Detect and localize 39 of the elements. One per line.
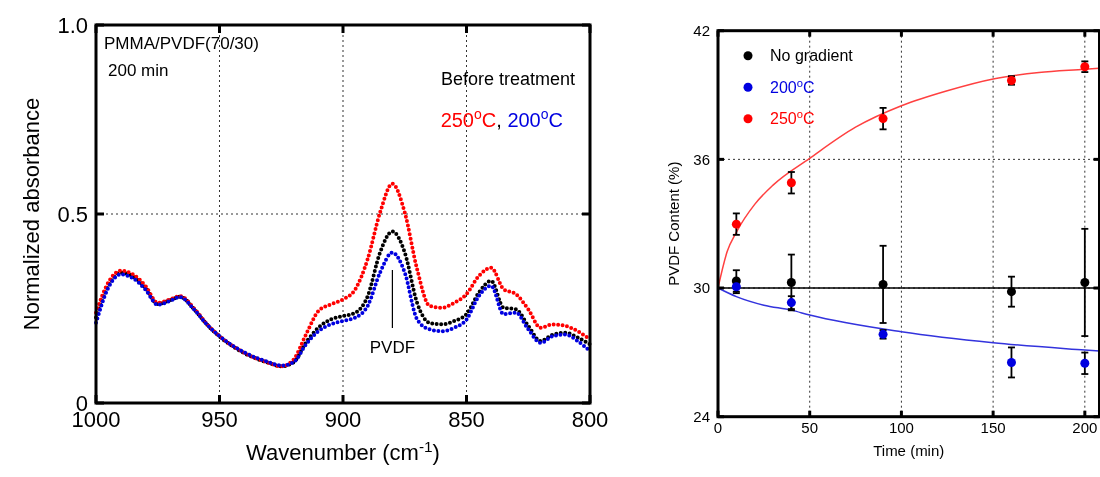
x-tick-label: 200 (1072, 419, 1098, 437)
legend-label: No gradient (770, 47, 854, 65)
point (878, 279, 888, 289)
x-tick-label: 900 (324, 407, 362, 433)
x-tick-label: 800 (571, 407, 609, 433)
annotation: PVDF (369, 338, 416, 357)
x-tick-label: 50 (801, 419, 819, 437)
point (878, 114, 888, 124)
point (1080, 358, 1090, 368)
x-tick-label: 150 (980, 419, 1006, 437)
annotation: , (496, 109, 508, 131)
text: 200$^{o}$C (507, 106, 563, 131)
y-tick-label: 42 (693, 21, 710, 39)
text: 250$^{o}$C (440, 106, 497, 131)
x-axis-title: Wavenumber (cm$^{-1}$) (246, 437, 440, 466)
legend-label: 250$^{o}$C (770, 108, 815, 128)
x-axis-title: Time (min) (873, 441, 945, 459)
y-axis-title: PVDF Content (%) (665, 161, 682, 286)
point (1080, 277, 1090, 287)
annotation: 200 min (108, 61, 169, 80)
point (731, 219, 741, 229)
y-axis-title: Normalized absorbance (18, 97, 44, 331)
x-tick-label: 950 (201, 407, 238, 433)
point (786, 277, 796, 287)
point (1006, 287, 1016, 297)
legend-label: 200$^{o}$C (770, 76, 815, 96)
x-tick-label: 0 (713, 419, 723, 437)
point (786, 178, 796, 188)
point (1006, 357, 1016, 367)
annotation: PMMA/PVDF(70/30) (104, 34, 259, 53)
y-tick-label: 30 (693, 279, 710, 297)
y-tick-label: 1.0 (57, 12, 88, 38)
x-tick-label: 100 (888, 419, 914, 437)
line-series (94, 250, 592, 368)
text: Before treatment (440, 69, 575, 89)
x-tick-label: 850 (448, 407, 485, 433)
y-tick-label: 36 (693, 150, 710, 168)
y-tick-label: 24 (693, 407, 710, 425)
y-tick-label: 0.5 (57, 201, 88, 227)
